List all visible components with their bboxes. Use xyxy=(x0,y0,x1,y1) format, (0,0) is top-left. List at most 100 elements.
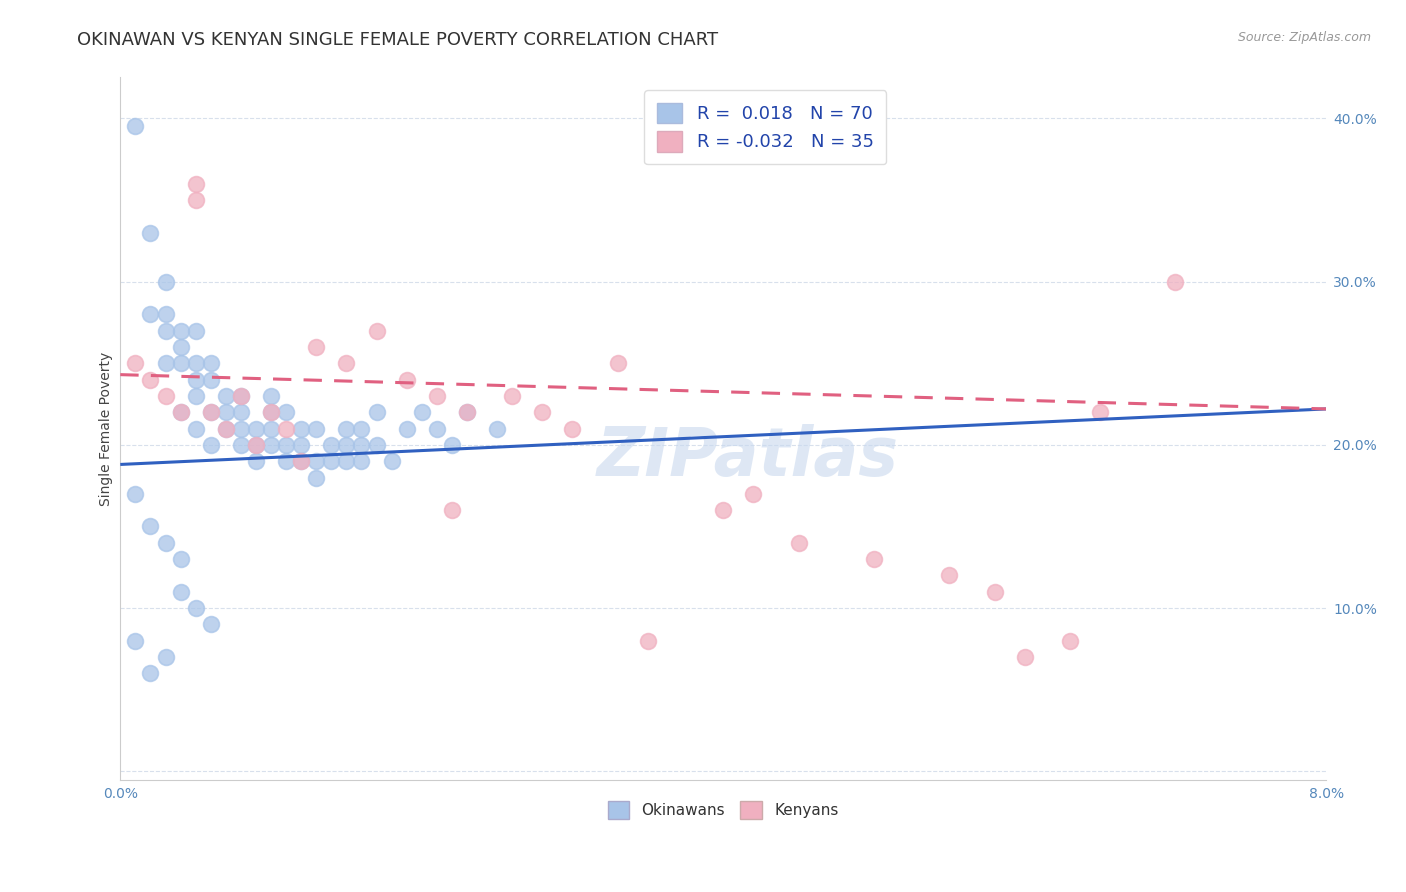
Point xyxy=(169,584,191,599)
Point xyxy=(184,601,207,615)
Point xyxy=(411,405,433,419)
Text: Source: ZipAtlas.com: Source: ZipAtlas.com xyxy=(1237,31,1371,45)
Point xyxy=(305,340,328,354)
Point xyxy=(531,405,554,419)
Point xyxy=(486,421,509,435)
Point xyxy=(229,389,252,403)
Point xyxy=(983,584,1005,599)
Point xyxy=(711,503,734,517)
Point xyxy=(274,421,297,435)
Point xyxy=(139,307,162,321)
Point xyxy=(169,552,191,566)
Point xyxy=(321,438,343,452)
Point xyxy=(1088,405,1111,419)
Point xyxy=(215,405,238,419)
Point xyxy=(169,356,191,370)
Point xyxy=(260,421,283,435)
Point xyxy=(1059,633,1081,648)
Point xyxy=(395,421,418,435)
Point xyxy=(215,389,238,403)
Point xyxy=(787,536,810,550)
Legend: Okinawans, Kenyans: Okinawans, Kenyans xyxy=(602,795,845,824)
Point xyxy=(245,454,267,468)
Point xyxy=(305,421,328,435)
Point xyxy=(260,438,283,452)
Point xyxy=(1164,275,1187,289)
Point xyxy=(426,421,449,435)
Point xyxy=(155,650,177,665)
Point xyxy=(184,389,207,403)
Point xyxy=(124,356,146,370)
Point xyxy=(184,177,207,191)
Point xyxy=(169,405,191,419)
Point xyxy=(200,617,222,632)
Y-axis label: Single Female Poverty: Single Female Poverty xyxy=(100,351,114,506)
Point xyxy=(155,389,177,403)
Point xyxy=(274,454,297,468)
Point xyxy=(290,421,312,435)
Point xyxy=(229,389,252,403)
Point xyxy=(155,307,177,321)
Point xyxy=(124,487,146,501)
Point xyxy=(155,275,177,289)
Point xyxy=(606,356,628,370)
Point xyxy=(290,438,312,452)
Point xyxy=(742,487,765,501)
Point xyxy=(124,633,146,648)
Point xyxy=(215,421,238,435)
Point xyxy=(184,356,207,370)
Point xyxy=(139,519,162,533)
Point xyxy=(200,405,222,419)
Point xyxy=(366,405,388,419)
Point xyxy=(350,421,373,435)
Point xyxy=(139,666,162,681)
Point xyxy=(155,356,177,370)
Point xyxy=(200,405,222,419)
Point xyxy=(395,372,418,386)
Point xyxy=(305,470,328,484)
Point xyxy=(350,438,373,452)
Point xyxy=(260,389,283,403)
Point xyxy=(335,421,357,435)
Point xyxy=(184,324,207,338)
Point xyxy=(274,438,297,452)
Point xyxy=(245,438,267,452)
Point xyxy=(456,405,478,419)
Point xyxy=(440,438,463,452)
Point xyxy=(426,389,449,403)
Point xyxy=(1014,650,1036,665)
Point xyxy=(169,405,191,419)
Point xyxy=(637,633,659,648)
Point xyxy=(155,536,177,550)
Point xyxy=(335,356,357,370)
Point xyxy=(155,324,177,338)
Point xyxy=(139,226,162,240)
Point xyxy=(200,372,222,386)
Point xyxy=(215,421,238,435)
Point xyxy=(169,324,191,338)
Point xyxy=(863,552,886,566)
Point xyxy=(200,438,222,452)
Point xyxy=(440,503,463,517)
Point xyxy=(184,421,207,435)
Point xyxy=(245,438,267,452)
Point xyxy=(335,454,357,468)
Point xyxy=(200,356,222,370)
Point xyxy=(184,193,207,207)
Point xyxy=(124,120,146,134)
Point xyxy=(350,454,373,468)
Point xyxy=(260,405,283,419)
Text: ZIPatlas: ZIPatlas xyxy=(596,424,898,490)
Point xyxy=(274,405,297,419)
Point xyxy=(381,454,404,468)
Point xyxy=(335,438,357,452)
Point xyxy=(229,438,252,452)
Point xyxy=(290,454,312,468)
Point xyxy=(561,421,583,435)
Point xyxy=(245,421,267,435)
Point xyxy=(169,340,191,354)
Point xyxy=(456,405,478,419)
Point xyxy=(184,372,207,386)
Point xyxy=(260,405,283,419)
Point xyxy=(938,568,960,582)
